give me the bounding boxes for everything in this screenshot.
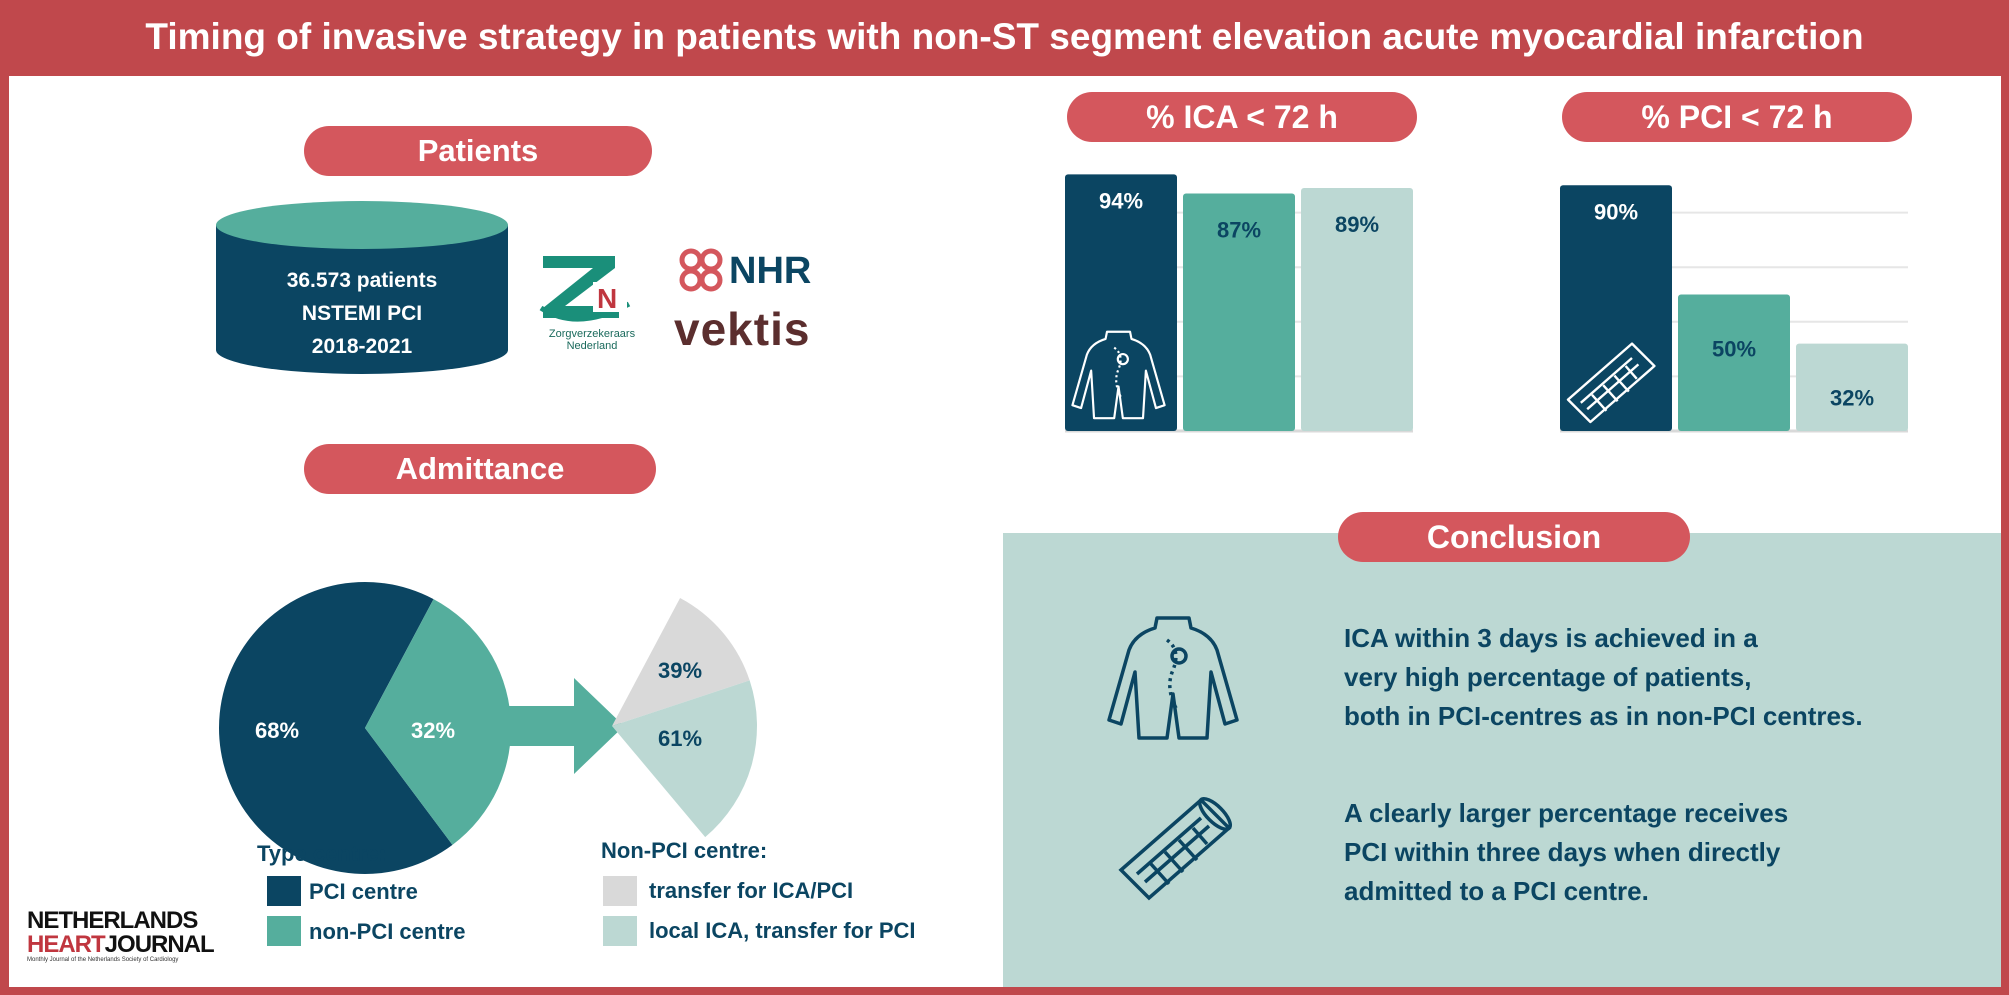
conclusion-2-line-1: A clearly larger percentage receives (1344, 798, 1789, 828)
arrow-icon (504, 678, 624, 774)
nhr-logo-text: NHR (729, 250, 812, 292)
legend-label-transfer: transfer for ICA/PCI (649, 878, 854, 903)
cylinder-line-3: 2018-2021 (311, 335, 413, 358)
pci-chart-title: % PCI < 72 h (1562, 92, 1912, 142)
bar-2 (1796, 343, 1908, 431)
legend-swatch-pci (267, 876, 301, 906)
bar-label-0: 90% (1594, 199, 1638, 224)
pie-label-1: 32% (411, 718, 455, 743)
ica-bar-chart: 94% 87% 89% (1065, 174, 1413, 433)
body-catheter-icon (1107, 616, 1239, 740)
nhj-logo-line1: NETHERLANDS (27, 907, 198, 934)
patients-heading: Patients (304, 126, 652, 176)
bar-label-1: 50% (1712, 337, 1756, 362)
vektis-logo-text: vektis (674, 303, 811, 355)
admittance-heading: Admittance (304, 444, 656, 494)
conclusion-1-line-1: ICA within 3 days is achieved in a (1344, 623, 1758, 653)
subpie-slice-0 (612, 597, 750, 726)
zn-caption: Zorgverzekeraars Nederland (529, 328, 655, 352)
bar-label-2: 32% (1830, 386, 1874, 411)
zn-logo-icon: N (539, 256, 631, 322)
conclusion-1-line-3: both in PCI-centres as in non-PCI centre… (1344, 701, 1863, 731)
bar-1 (1183, 193, 1295, 431)
bar-0 (1065, 174, 1177, 431)
subpie-label-0: 39% (658, 658, 702, 683)
pie-slice-0 (219, 582, 453, 874)
cylinder-line-1: 36.573 patients (286, 269, 438, 292)
poster-canvas: Patients 36.573 patients NSTEMI PCI 2018… (9, 76, 2001, 987)
svg-text:N: N (597, 283, 617, 314)
subpie-slice-1 (612, 680, 758, 838)
subpie-label-1: 61% (658, 726, 702, 751)
zn-caption-1: Zorgverzekeraars (548, 328, 636, 340)
ica-chart-title: % ICA < 72 h (1067, 92, 1417, 142)
legend-swatch-local (603, 916, 637, 946)
vektis-logo: vektis (674, 302, 810, 356)
legend-label-local: local ICA, transfer for PCI (649, 918, 916, 943)
pie-label-0: 68% (255, 718, 299, 743)
legend-label-nonpci: non-PCI centre (309, 919, 466, 944)
conclusion-item-1: ICA within 3 days is achieved in a very … (1344, 619, 1863, 736)
legend-swatch-nonpci (267, 916, 301, 946)
poster-title: Timing of invasive strategy in patients … (145, 16, 1864, 57)
zn-caption-2: Nederland (566, 340, 618, 352)
bar-label-0: 94% (1099, 188, 1143, 213)
bar-2 (1301, 188, 1413, 431)
bar-label-2: 89% (1335, 212, 1379, 237)
body-catheter-icon (1071, 330, 1166, 420)
conclusion-panel (1003, 533, 2001, 987)
nhj-logo-line2: HEARTJOURNAL (27, 933, 217, 957)
stent-icon (1118, 797, 1232, 901)
legend-nonpci-title: Non-PCI centre: (601, 838, 768, 863)
conclusion-1-line-2: very high percentage of patients, (1344, 662, 1752, 692)
pci-bar-chart: 90% 50% 32% (1560, 185, 1908, 433)
legend-type-title: Type centre: (257, 841, 387, 866)
nhr-logo-icon (679, 248, 723, 292)
cylinder-text: 36.573 patients NSTEMI PCI 2018-2021 (214, 264, 510, 363)
nhj-logo: NETHERLANDS HEARTJOURNAL Monthly Journal… (27, 907, 217, 964)
conclusion-2-line-2: PCI within three days when directly (1344, 837, 1781, 867)
bar-1 (1678, 294, 1790, 431)
pie-slice-1 (365, 599, 511, 845)
conclusion-item-2: A clearly larger percentage receives PCI… (1344, 794, 1788, 911)
nhj-logo-tagline: Monthly Journal of the Netherlands Socie… (27, 957, 179, 963)
admittance-pie-charts: 68% 32% 39% 61% (219, 582, 758, 874)
conclusion-heading: Conclusion (1338, 512, 1690, 562)
patients-cylinder (216, 201, 508, 374)
legend-swatch-transfer (603, 876, 637, 906)
conclusion-2-line-3: admitted to a PCI centre. (1344, 876, 1649, 906)
nhj-logo-heart: HEART (27, 931, 106, 958)
bar-0 (1560, 185, 1672, 431)
cylinder-line-2: NSTEMI PCI (301, 302, 423, 325)
nhj-logo-journal: JOURNAL (104, 931, 215, 958)
legend-label-pci: PCI centre (309, 879, 418, 904)
bar-label-1: 87% (1217, 217, 1261, 242)
stent-icon (1566, 342, 1656, 424)
